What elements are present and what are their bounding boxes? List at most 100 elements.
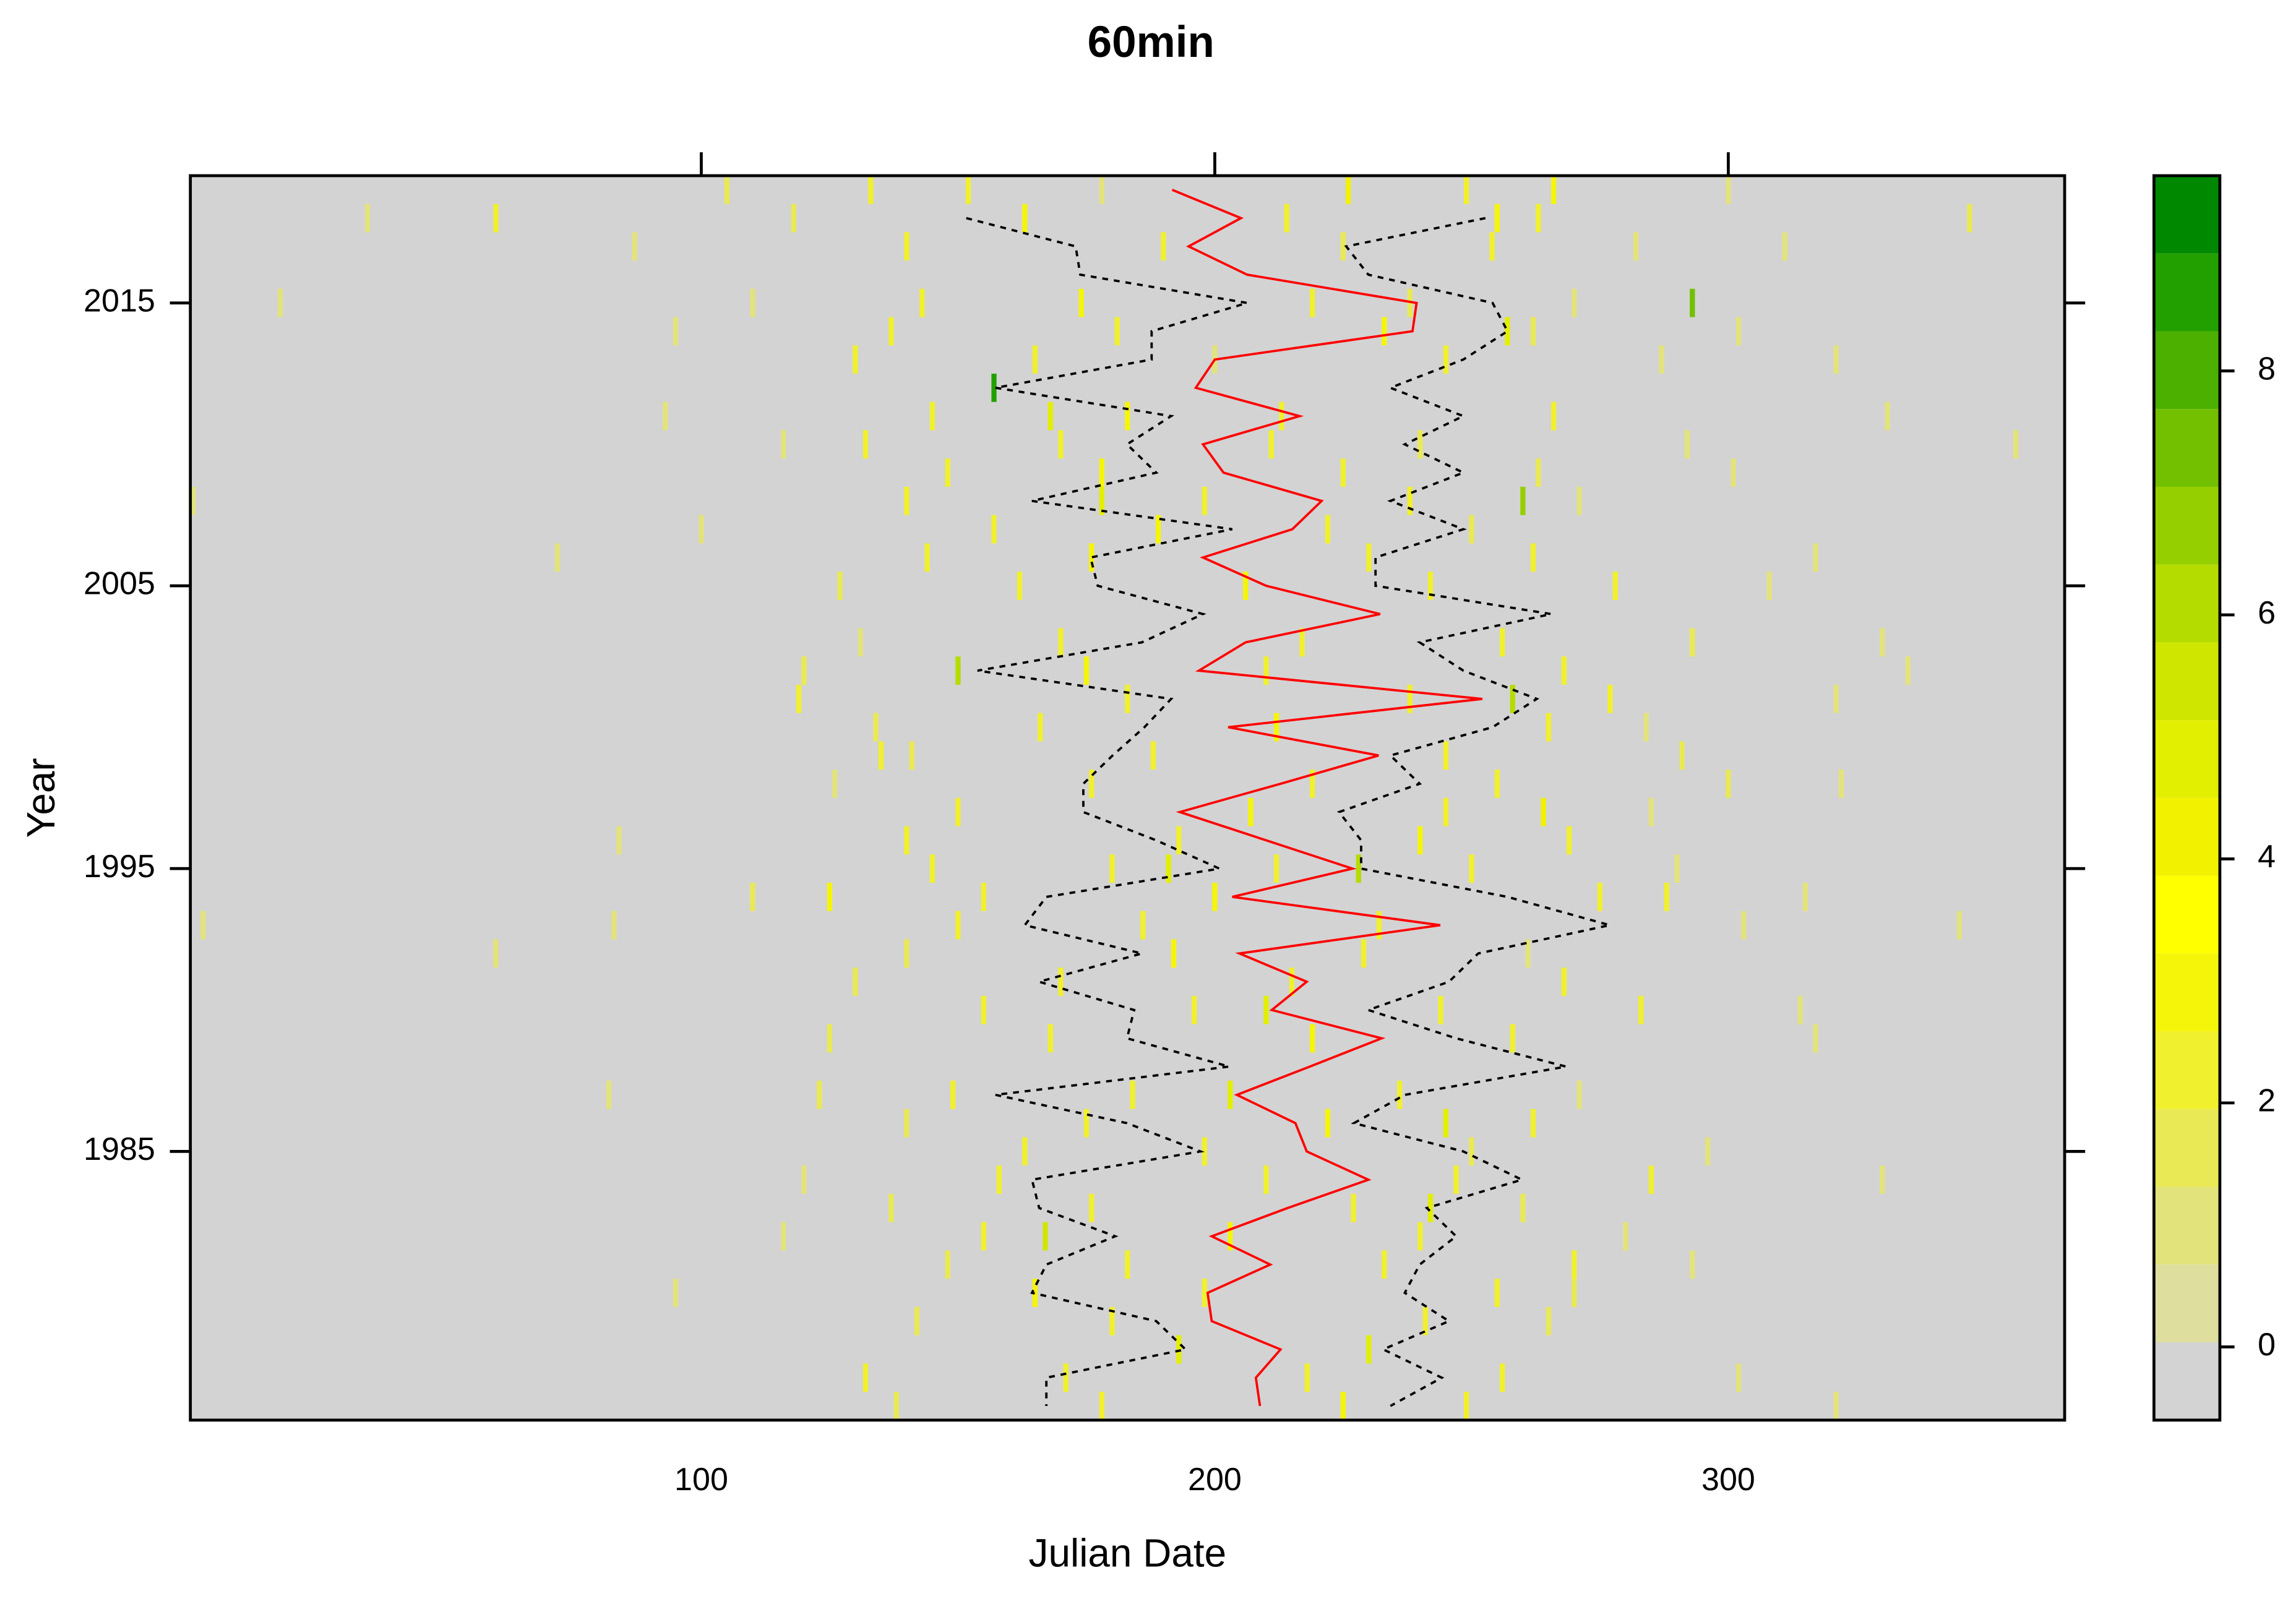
cell <box>837 572 843 600</box>
cell <box>1047 1024 1054 1053</box>
cell <box>981 995 987 1024</box>
cell <box>1664 883 1669 911</box>
cell <box>1284 204 1289 233</box>
cell <box>1099 176 1105 204</box>
colorbar-band <box>2154 720 2220 798</box>
cell <box>791 204 797 233</box>
cell <box>1310 1024 1315 1053</box>
cell <box>1109 1306 1115 1336</box>
cell <box>1576 486 1582 515</box>
cell <box>1453 1165 1459 1194</box>
cell <box>1505 317 1510 346</box>
cell <box>1782 232 1787 261</box>
x-tick-label: 200 <box>1188 1462 1242 1498</box>
cell <box>1346 176 1351 204</box>
cell <box>1438 995 1443 1024</box>
cell <box>1520 486 1526 515</box>
cell <box>1417 826 1423 855</box>
cell <box>950 1081 956 1109</box>
cell <box>1520 1193 1526 1222</box>
cell <box>853 345 858 374</box>
y-tick-label: 1995 <box>84 849 155 885</box>
cell <box>1726 770 1731 798</box>
x-tick-label: 100 <box>674 1462 728 1498</box>
cell <box>200 911 206 940</box>
cell <box>1212 883 1218 911</box>
cell <box>1494 770 1500 798</box>
cell <box>1956 911 1963 940</box>
cell <box>1263 995 1269 1024</box>
y-tick-label: 1985 <box>84 1131 155 1167</box>
cell <box>1310 770 1315 798</box>
cell <box>1089 770 1094 798</box>
cell <box>1279 401 1284 431</box>
cell <box>1536 458 1541 487</box>
cell <box>673 1279 679 1307</box>
cell <box>1905 656 1911 685</box>
cell <box>1176 826 1182 855</box>
colorbar-frame <box>2152 174 2222 1422</box>
cell <box>1530 317 1536 346</box>
cell <box>1489 232 1495 261</box>
cell <box>1150 741 1156 770</box>
cell <box>1813 543 1818 572</box>
cell <box>919 288 925 317</box>
plot-frame <box>189 174 2066 1422</box>
cell <box>493 204 499 233</box>
cell <box>1623 1222 1628 1251</box>
cell <box>929 854 935 883</box>
cell <box>1273 713 1279 742</box>
cell <box>1022 204 1028 233</box>
cell <box>1648 797 1654 826</box>
cell <box>801 1165 807 1194</box>
colorbar-tick-label: 6 <box>2258 595 2276 631</box>
cell <box>1443 741 1449 770</box>
cell <box>1166 854 1171 883</box>
cell <box>1443 1109 1449 1138</box>
cell <box>750 883 755 911</box>
cell <box>888 317 894 346</box>
cell <box>724 176 730 204</box>
y-tick-label: 2015 <box>84 283 155 319</box>
cell <box>904 232 909 261</box>
cell <box>1741 911 1747 940</box>
cell <box>1443 345 1449 374</box>
cell <box>1125 684 1130 713</box>
cell <box>1551 401 1557 431</box>
cell <box>1032 1279 1038 1307</box>
cell <box>1674 854 1680 883</box>
cell <box>1202 1279 1208 1307</box>
cell <box>1089 1193 1094 1222</box>
cell <box>632 232 637 261</box>
cell <box>1043 1222 1048 1251</box>
cell <box>1161 232 1166 261</box>
cell <box>1427 1193 1434 1222</box>
cell <box>1248 797 1253 826</box>
cell <box>1202 486 1208 515</box>
cell <box>1289 967 1295 996</box>
cell <box>1833 1392 1839 1420</box>
cell <box>1766 572 1772 600</box>
cell <box>904 486 909 515</box>
colorbar-band <box>2154 1342 2220 1420</box>
cell <box>1561 967 1567 996</box>
cell <box>1417 430 1423 459</box>
cell <box>1304 1363 1310 1392</box>
cell <box>1268 430 1274 459</box>
cell <box>1967 204 1972 233</box>
cell <box>924 543 930 572</box>
cell <box>1659 345 1664 374</box>
cell <box>1572 1279 1577 1307</box>
cell <box>1572 1250 1577 1279</box>
cell <box>1351 1193 1356 1222</box>
colorbar-band <box>2154 1186 2220 1265</box>
cell <box>1083 656 1090 685</box>
cell <box>1463 176 1469 204</box>
plot-background <box>190 176 2065 1420</box>
cell <box>1243 572 1249 600</box>
cell <box>1382 317 1387 346</box>
cell <box>781 430 786 459</box>
cell <box>1802 883 1808 911</box>
cell <box>1690 1250 1695 1279</box>
